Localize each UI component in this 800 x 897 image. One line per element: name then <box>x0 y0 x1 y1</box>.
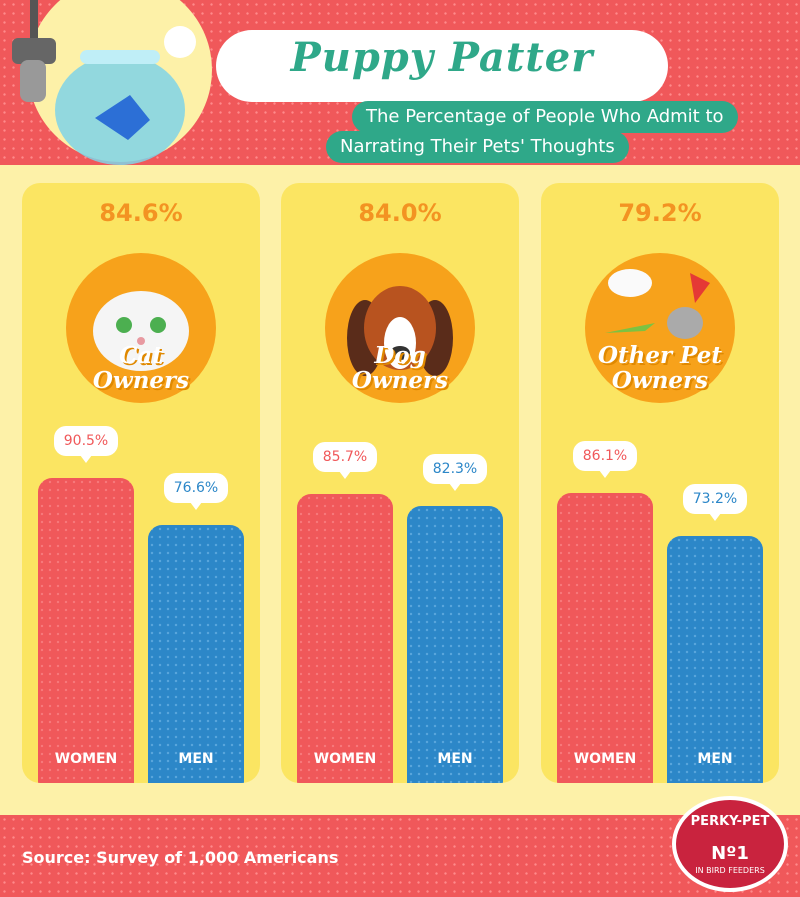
owner-label-line2: Owners <box>351 367 449 394</box>
value-label-men: 73.2% <box>683 484 747 522</box>
panel-cat-owners: 84.6% Cat Owners 90.5% 76.6% WOMEN MEN <box>22 183 260 783</box>
owner-label: Other Pet Owners <box>541 343 779 393</box>
speech-bubble-icon <box>164 26 196 58</box>
value-label-women: 90.5% <box>54 426 118 463</box>
badge-tagline: IN BIRD FEEDERS <box>695 866 765 875</box>
bar-women <box>557 492 653 783</box>
source-note: Source: Survey of 1,000 Americans <box>22 848 339 867</box>
owner-label: Cat Owners <box>22 343 260 393</box>
bar-men <box>407 505 503 783</box>
bar-men <box>667 536 763 783</box>
owner-label-line2: Owners <box>92 367 190 394</box>
panel-dog-owners: 84.0% Dog Owners 85.7% 82.3% WOMEN MEN <box>281 183 519 783</box>
pets-icon <box>585 253 735 403</box>
bar-women <box>38 478 134 783</box>
footer-background <box>0 815 800 897</box>
category-label-women: WOMEN <box>54 751 118 767</box>
subtitle-line-2: Narrating Their Pets' Thoughts <box>326 131 629 163</box>
value-label-women: 86.1% <box>573 440 637 478</box>
value-label-women: 85.7% <box>313 442 377 480</box>
category-label-men: MEN <box>437 751 473 767</box>
page-title: Puppy Patter <box>290 34 594 81</box>
category-label-women: WOMEN <box>573 751 637 767</box>
subtitle-line-1: The Percentage of People Who Admit to <box>352 101 738 133</box>
badge-number: Nº1 <box>711 843 749 864</box>
value-label-men: 82.3% <box>423 453 487 491</box>
category-label-women: WOMEN <box>313 751 377 767</box>
category-label-men: MEN <box>697 751 733 767</box>
cat-icon <box>66 253 216 403</box>
owner-label-line1: Dog <box>374 342 426 369</box>
overall-percentage: 84.6% <box>99 199 183 227</box>
header-illustration <box>12 0 212 165</box>
category-label-men: MEN <box>178 751 214 767</box>
owner-label-line1: Other Pet <box>597 342 723 369</box>
title-pill <box>216 30 668 102</box>
overall-percentage: 84.0% <box>358 199 442 227</box>
dog-icon <box>325 253 475 403</box>
owner-label-line2: Owners <box>611 367 709 394</box>
badge-brand-name: PERKY-PET <box>690 814 770 829</box>
overall-percentage: 79.2% <box>618 199 702 227</box>
value-label-men: 76.6% <box>164 472 228 510</box>
microphone-icon <box>12 0 56 102</box>
panel-other-pet-owners: 79.2% Other Pet Owners 86.1% 73.2% WOMEN… <box>541 183 779 783</box>
fishbowl-icon <box>55 50 185 165</box>
bar-women <box>297 494 393 783</box>
owner-label: Dog Owners <box>281 343 519 393</box>
brand-badge-logo: PERKY-PET Nº1 IN BIRD FEEDERS <box>672 796 788 892</box>
bar-men <box>148 524 244 783</box>
owner-label-line1: Cat <box>119 342 163 369</box>
